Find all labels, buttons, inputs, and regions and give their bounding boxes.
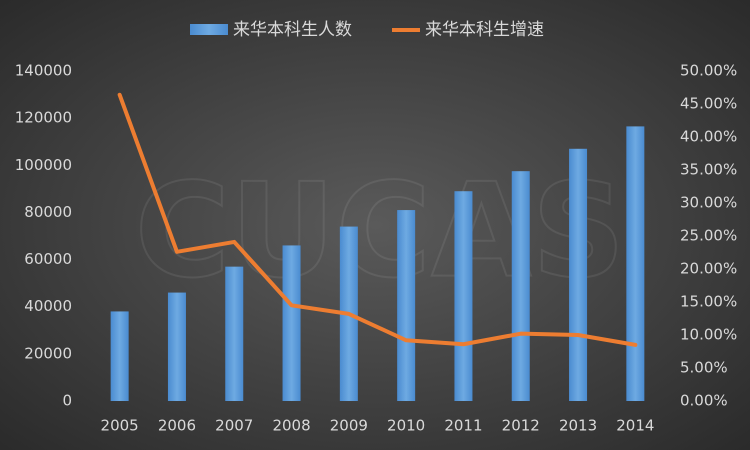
bar xyxy=(626,126,645,402)
y2-tick-label: 15.00% xyxy=(680,293,737,311)
y2-tick-label: 30.00% xyxy=(680,194,737,212)
legend-label: 来华本科生增速 xyxy=(425,20,544,40)
y-tick-label: 60000 xyxy=(24,250,72,268)
y2-tick-label: 35.00% xyxy=(680,161,737,179)
bar xyxy=(110,311,129,401)
x-tick-label: 2005 xyxy=(101,417,139,435)
x-tick-label: 2012 xyxy=(502,417,540,435)
x-tick-label: 2011 xyxy=(444,417,482,435)
y-tick-label: 20000 xyxy=(24,344,72,362)
x-tick-label: 2009 xyxy=(330,417,368,435)
legend-label: 来华本科生人数 xyxy=(233,20,352,40)
y2-tick-label: 25.00% xyxy=(680,227,737,245)
y-tick-label: 40000 xyxy=(24,297,72,315)
y2-tick-label: 40.00% xyxy=(680,128,737,146)
bar xyxy=(225,266,244,401)
y-tick-label: 140000 xyxy=(15,62,72,80)
x-tick-label: 2006 xyxy=(158,417,196,435)
bar xyxy=(454,191,473,401)
x-tick-label: 2010 xyxy=(387,417,425,435)
y2-tick-label: 0.00% xyxy=(680,392,728,410)
x-tick-label: 2008 xyxy=(272,417,310,435)
y2-tick-label: 5.00% xyxy=(680,359,728,377)
bar xyxy=(397,210,416,401)
line xyxy=(117,92,638,347)
x-tick-label: 2007 xyxy=(215,417,253,435)
legend-swatch xyxy=(190,24,228,35)
y2-tick-label: 45.00% xyxy=(680,95,737,113)
y2-tick-label: 10.00% xyxy=(680,326,737,344)
x-tick-label: 2013 xyxy=(559,417,597,435)
y-tick-label: 0 xyxy=(62,392,72,410)
bar xyxy=(282,245,301,401)
y-tick-label: 100000 xyxy=(15,156,72,174)
y-tick-label: 80000 xyxy=(24,203,72,221)
y-tick-label: 120000 xyxy=(15,109,72,127)
y2-tick-label: 50.00% xyxy=(680,62,737,80)
y2-tick-label: 20.00% xyxy=(680,260,737,278)
x-tick-label: 2014 xyxy=(616,417,654,435)
bar xyxy=(167,292,186,401)
bar xyxy=(569,148,588,401)
watermark: CUCAS xyxy=(135,155,626,307)
bar xyxy=(511,171,530,401)
